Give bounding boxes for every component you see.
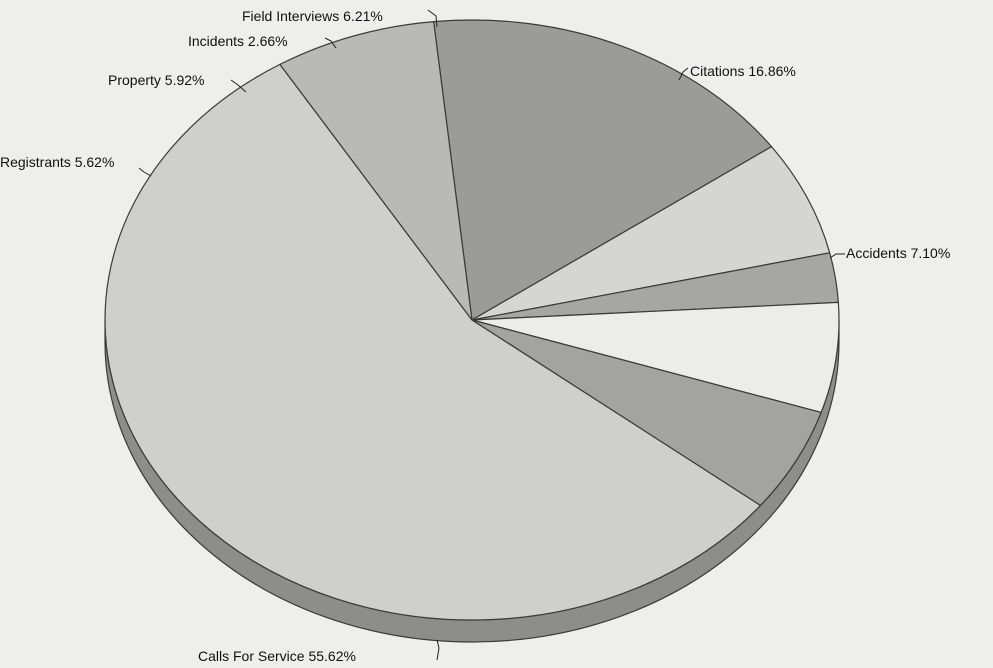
leader-registrants	[138, 167, 152, 177]
slice-accidents	[279, 21, 473, 321]
label-property: Property 5.92%	[108, 72, 205, 88]
leader-incidents	[324, 37, 337, 49]
leader-field-interviews	[427, 9, 438, 28]
leader-accidents	[829, 253, 845, 259]
pie-slices	[104, 19, 840, 621]
slice-registrants	[471, 319, 822, 507]
label-citations: Citations 16.86%	[690, 63, 796, 79]
slice-citations	[433, 19, 773, 321]
label-accidents: Accidents 7.10%	[846, 245, 950, 261]
slice-labels: Field Interviews 6.21% Incidents 2.66% C…	[0, 8, 950, 664]
leader-citations	[678, 67, 689, 81]
label-registrants: Registrants 5.62%	[0, 154, 114, 170]
leader-calls-for-service	[436, 639, 440, 661]
slice-field-interviews	[471, 146, 831, 321]
label-field-interviews: Field Interviews 6.21%	[242, 8, 383, 24]
label-incidents: Incidents 2.66%	[188, 33, 288, 49]
label-calls-for-service: Calls For Service 55.62%	[198, 648, 356, 664]
slice-property	[471, 301, 840, 414]
leader-lines	[138, 9, 845, 661]
slice-calls-for-service	[104, 63, 762, 621]
leader-property	[230, 79, 247, 93]
